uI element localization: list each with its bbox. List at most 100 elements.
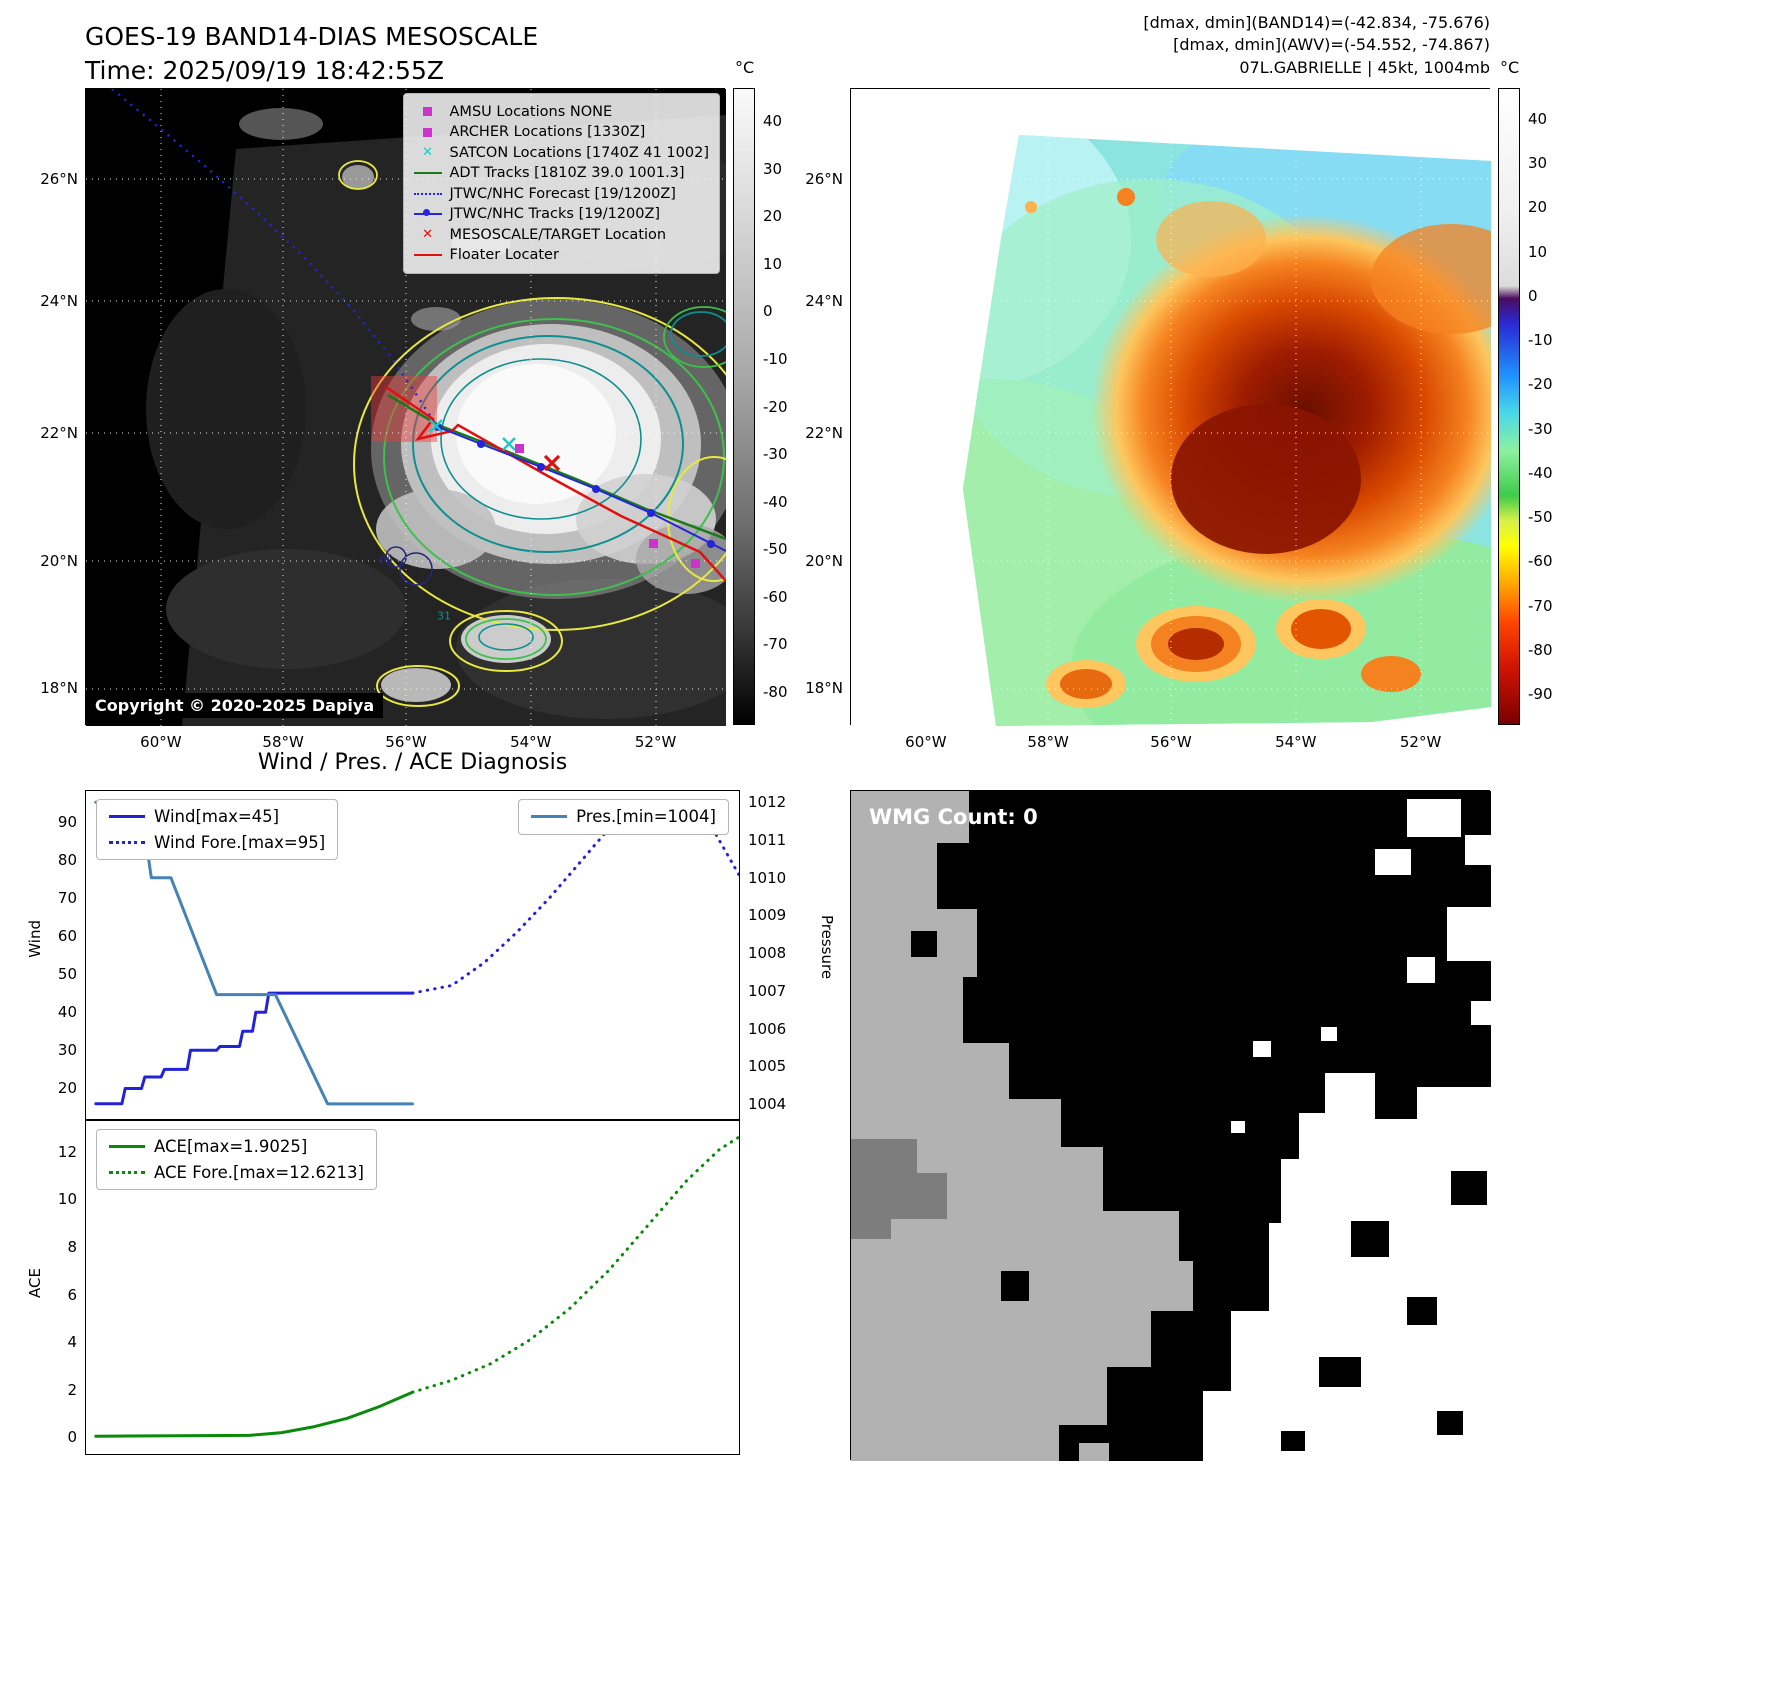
awv-header: [dmax, dmin](BAND14)=(-42.834, -75.676) …: [900, 12, 1490, 79]
line-dot-marker-icon: [412, 208, 444, 216]
pressure-axis-label: Pressure: [818, 915, 836, 980]
square-glyph: [423, 127, 433, 137]
awv-colorbar-gradient: [1498, 88, 1520, 725]
wmg-darkgray-region: [851, 1139, 947, 1239]
band14-colorbar-gradient: [733, 88, 755, 725]
line-marker-icon: [412, 254, 444, 257]
copyright-label: Copyright © 2020-2025 Dapiya: [86, 693, 384, 718]
line-glyph: [109, 1170, 145, 1174]
legend-label: Wind Fore.[max=95]: [154, 832, 326, 852]
band14-lat-label: 20°N: [40, 552, 78, 571]
wmg-white-patches: [1231, 799, 1491, 1133]
legend-label: MESOSCALE/TARGET Location: [449, 226, 667, 243]
awv-lat-label: 22°N: [805, 423, 843, 442]
wind_pres-ytick-left: 70: [57, 888, 77, 907]
ace-series-line: [411, 1135, 739, 1394]
band14-lon-label: 58°W: [262, 733, 304, 751]
temperature-contours: [338, 160, 726, 707]
wind_pres-ytick-right: 1010: [748, 868, 787, 887]
map1-legend: AMSU Locations NONE ARCHER Locations [133…: [402, 93, 720, 274]
awv-lon-label: 52°W: [1399, 733, 1442, 751]
wind_pres-series-line: [94, 991, 414, 1106]
awv-header-line3: 07L.GABRIELLE | 45kt, 1004mb: [1239, 57, 1490, 77]
wind-pressure-chart: 20 30 40 50 60 70 80 90 1004 1005 1006 1007 1008 1009…: [58, 790, 786, 1120]
legend-item: ACE[max=1.9025]: [109, 1137, 364, 1157]
x-marker-icon: ✕: [422, 145, 433, 161]
band14-lon-label: 56°W: [385, 733, 427, 751]
awv-colorbar-tick: 40: [1528, 109, 1548, 128]
awv-colorbar-tick: -50: [1528, 508, 1553, 527]
wind_pres-ytick-left: 90: [57, 812, 77, 831]
awv-header-line1: [dmax, dmin](BAND14)=(-42.834, -75.676): [1143, 13, 1490, 32]
awv-colorbar-tick: -20: [1528, 375, 1553, 394]
wind-axis-label: Wind: [26, 920, 44, 958]
band14-colorbar-tick: 30: [763, 159, 783, 178]
band14-lon-label: 54°W: [510, 733, 552, 751]
band14-lon-label: 52°W: [634, 733, 677, 751]
wmg-map-wrap: WMG Count: 0: [850, 790, 1491, 1461]
legend-label: ADT Tracks [1810Z 39.0 1001.3]: [449, 165, 685, 182]
diagnosis-title: Wind / Pres. / ACE Diagnosis: [257, 750, 568, 775]
ace-ytick-left: 4: [67, 1333, 77, 1352]
awv-lon-label: 60°W: [905, 733, 947, 751]
wind_pres-ytick-right: 1005: [748, 1057, 787, 1076]
wind_pres-ytick-right: 1006: [748, 1019, 787, 1038]
awv-lat-label: 26°N: [805, 170, 843, 188]
mesoscale-target-box: [371, 376, 437, 442]
awv-colorbar: °C 40 30 20 10 0 -10 -20 -30 -40 -50 -60 -70 -80 -90: [1498, 58, 1562, 725]
awv-header-line2: [dmax, dmin](AWV)=(-54.552, -74.867): [1173, 35, 1490, 55]
wmg-gray-region: [851, 791, 1193, 1461]
band14-colorbar-tick: -80: [763, 682, 788, 701]
ace-ytick-left: 6: [67, 1285, 77, 1304]
dot-glyph: [422, 208, 430, 216]
band14-colorbar-unit: °C: [735, 58, 755, 77]
band14-colorbar-tick: -20: [763, 397, 788, 416]
awv-lon-label: 58°W: [1027, 733, 1069, 751]
awv-colorbar-tick: 10: [1528, 242, 1548, 261]
band14-lat-label: 26°N: [40, 170, 78, 188]
band14-colorbar-tick: -10: [763, 349, 788, 368]
awv-satellite-image: [851, 89, 1491, 726]
wind_pres-ytick-left: 20: [57, 1079, 77, 1098]
ace-ytick-left: 2: [67, 1380, 77, 1399]
line-glyph: [413, 254, 442, 257]
wind_pres-ytick-left: 80: [57, 850, 77, 869]
awv-lat-label: 20°N: [805, 552, 843, 571]
awv-colorbar-tick: -10: [1528, 331, 1553, 350]
x-marker-icon: ✕: [422, 227, 433, 243]
contour-value-label: -64: [375, 552, 393, 566]
legend-item: JTWC/NHC Forecast [19/1200Z]: [412, 184, 709, 204]
band14-colorbar-tick: 0: [763, 302, 773, 321]
wind_pres-ytick-left: 50: [57, 965, 77, 984]
wmg-image: [851, 791, 1491, 1461]
line-glyph: [413, 192, 442, 195]
awv-lon-label: 54°W: [1275, 733, 1317, 751]
grid-lines: [86, 89, 726, 726]
awv-colorbar-unit: °C: [1500, 58, 1520, 77]
ace-axis-label: ACE: [26, 1268, 44, 1298]
legend-item: ADT Tracks [1810Z 39.0 1001.3]: [412, 164, 709, 184]
wind_pres-ytick-left: 30: [57, 1041, 77, 1060]
legend-label: Wind[max=45]: [154, 807, 280, 827]
awv-lat-label: 18°N: [805, 679, 843, 698]
satcon-markers: [429, 419, 516, 451]
legend-label: SATCON Locations [1740Z 41 1002]: [449, 144, 709, 161]
square-marker-icon: [412, 127, 444, 137]
legend-label: AMSU Locations NONE: [449, 103, 613, 120]
line-glyph: [109, 840, 145, 844]
legend-label: Pres.[min=1004]: [576, 807, 716, 827]
line-glyph: [413, 172, 442, 175]
awv-lon-label: 56°W: [1150, 733, 1192, 751]
ace-series-line: [94, 1390, 414, 1438]
wind_pres-ytick-right: 1008: [748, 944, 787, 963]
grid-lines: [851, 89, 1491, 726]
wind_pres-ytick-right: 1012: [748, 793, 787, 812]
wind_pres-ytick-left: 60: [57, 926, 77, 945]
legend-item: JTWC/NHC Tracks [19/1200Z]: [412, 205, 709, 225]
band14-colorbar-tick: 40: [763, 112, 783, 131]
legend-label: ACE Fore.[max=12.6213]: [154, 1162, 364, 1182]
legend-item: Floater Locater: [412, 246, 709, 266]
square-glyph: [423, 107, 433, 117]
line-glyph: [109, 815, 145, 819]
ace-chart: 0 2 4 6 8 10 12 ACE[max=1.9025] ACE Fore.[max=12…: [58, 1120, 740, 1455]
